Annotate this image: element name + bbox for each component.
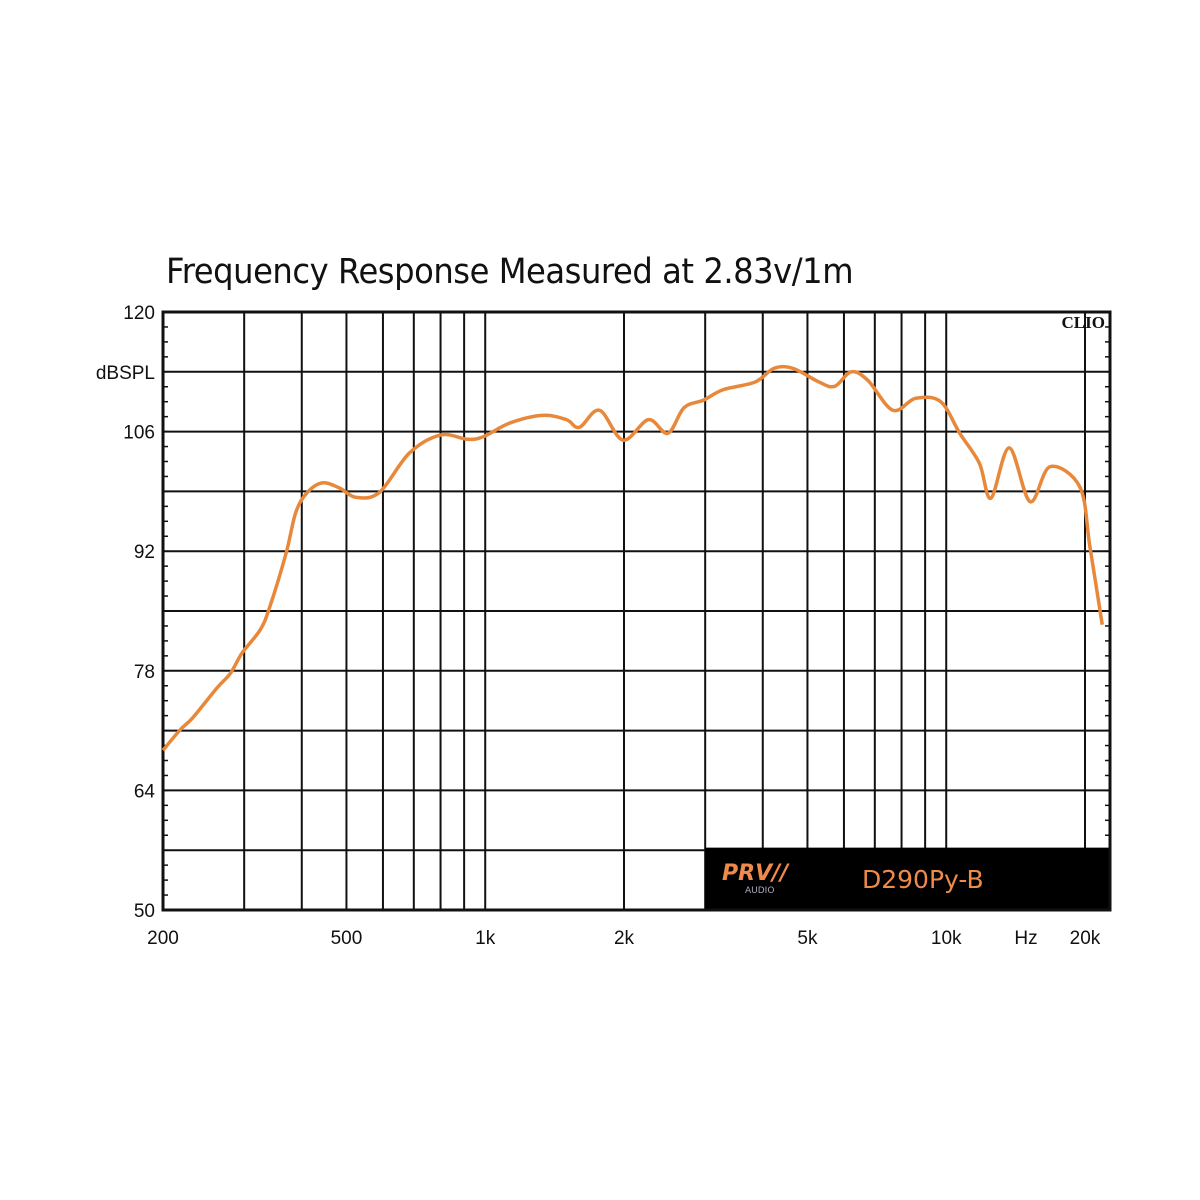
x-tick-label: 500 xyxy=(331,928,363,949)
brand-logo: PRV// xyxy=(722,861,790,886)
brand-badge-box xyxy=(705,847,1110,910)
x-tick-label: 5k xyxy=(797,928,818,949)
x-tick-label: 1k xyxy=(475,928,496,949)
y-tick-label: 64 xyxy=(134,781,156,802)
x-tick-label: 10k xyxy=(931,928,962,949)
y-tick-label: 50 xyxy=(134,901,155,922)
x-axis-label: Hz xyxy=(1014,928,1037,949)
brand-logo-sub: AUDIO xyxy=(745,886,774,896)
y-tick-label: 106 xyxy=(123,423,155,444)
y-tick-label: 92 xyxy=(134,542,155,563)
model-label: D290Py-B xyxy=(862,865,984,894)
chart-title: Frequency Response Measured at 2.83v/1m xyxy=(166,252,854,292)
y-tick-label: 78 xyxy=(134,662,155,683)
y-axis-label: dBSPL xyxy=(96,363,155,384)
clio-label: CLIO xyxy=(1062,313,1105,332)
y-tick-label: 120 xyxy=(123,303,155,324)
x-tick-label: 2k xyxy=(614,928,635,949)
response-curve xyxy=(161,364,1104,752)
x-tick-label: 200 xyxy=(147,928,179,949)
x-tick-label: 20k xyxy=(1070,928,1101,949)
plot-frame xyxy=(161,310,1112,912)
